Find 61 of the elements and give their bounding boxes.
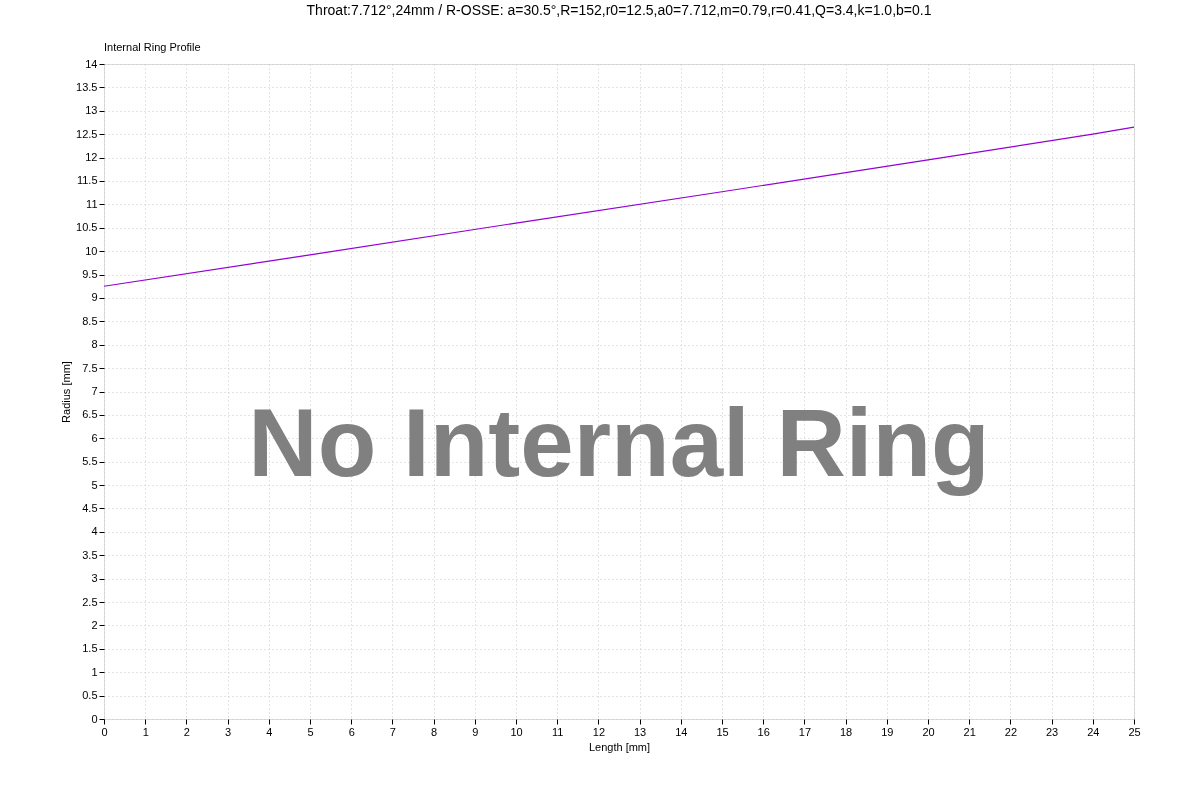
y-tick-label: 8	[91, 338, 98, 351]
x-tick-label: 21	[963, 725, 976, 738]
x-tick-label: 11	[551, 725, 564, 738]
x-tick-label: 6	[348, 725, 355, 738]
x-tick-label: 7	[389, 725, 396, 738]
x-tick-label: 16	[757, 725, 770, 738]
x-tick-label: 24	[1087, 725, 1100, 738]
y-tick-label: 5.5	[82, 455, 98, 468]
x-tick-label: 9	[472, 725, 479, 738]
y-tick-label: 5	[91, 478, 98, 491]
y-tick-label: 4.5	[82, 501, 98, 514]
y-tick-label: 11	[86, 197, 98, 210]
x-tick-label: 15	[716, 725, 729, 738]
y-axis-title: Radius [mm]	[60, 361, 73, 423]
x-tick-label: 0	[101, 725, 108, 738]
chart-subtitle: Internal Ring Profile	[104, 41, 201, 53]
x-axis-title: Length [mm]	[588, 740, 651, 753]
x-tick-label: 18	[839, 725, 853, 738]
y-tick-label: 9	[91, 291, 98, 304]
y-tick-label: 0	[91, 712, 98, 725]
line-series	[103, 126, 1135, 287]
x-tick-label: 14	[675, 725, 688, 738]
x-tick-label: 1	[142, 725, 149, 738]
y-tick-label: 8.5	[82, 314, 98, 327]
y-tick-label: 7.5	[82, 361, 98, 374]
x-tick-label: 3	[225, 725, 232, 738]
x-tick-label: 25	[1128, 725, 1141, 738]
chart-title: Throat:7.712°,24mm / R-OSSE: a=30.5°,R=152,r0=12.5,a0=7.712,m=0.79,r=0.41,Q=3.4,k=1.0,b=0.1	[306, 2, 932, 18]
x-tick-label: 19	[881, 725, 894, 738]
y-tick-label: 12	[85, 151, 98, 164]
y-tick-label: 12.5	[76, 127, 98, 140]
y-tick-label: 11.5	[76, 174, 98, 187]
y-tick-label: 9.5	[82, 268, 98, 281]
x-tick-label: 17	[798, 725, 812, 738]
y-tick-label: 1.5	[82, 642, 98, 655]
x-tick-label: 5	[307, 725, 314, 738]
y-tick-label: 13.5	[76, 80, 98, 93]
y-tick-label: 3	[91, 572, 98, 585]
x-tick-label: 23	[1045, 725, 1059, 738]
y-tick-label: 6.5	[82, 408, 98, 421]
y-tick-label: 10	[85, 244, 98, 257]
y-tick-label: 6	[91, 431, 98, 444]
x-tick-label: 4	[266, 725, 273, 738]
y-tick-label: 14	[85, 57, 98, 70]
x-tick-label: 20	[922, 725, 935, 738]
y-tick-label: 4	[91, 525, 98, 538]
x-tick-label: 13	[633, 725, 647, 738]
y-tick-label: 2.5	[82, 595, 98, 608]
y-tick-label: 2	[91, 618, 98, 631]
y-tick-label: 10.5	[76, 221, 98, 234]
x-tick-label: 8	[431, 725, 438, 738]
y-tick-label: 7	[91, 385, 98, 397]
y-tick-label: 0.5	[82, 689, 98, 702]
y-tick-label: 13	[85, 104, 98, 117]
y-tick-label: 3.5	[82, 548, 98, 561]
x-tick-label: 10	[510, 725, 523, 738]
x-tick-label: 2	[183, 725, 190, 738]
annotation: No Internal Ring	[248, 389, 990, 497]
y-tick-label: 1	[91, 665, 98, 678]
x-tick-label: 22	[1004, 725, 1018, 738]
x-tick-label: 12	[592, 725, 606, 738]
